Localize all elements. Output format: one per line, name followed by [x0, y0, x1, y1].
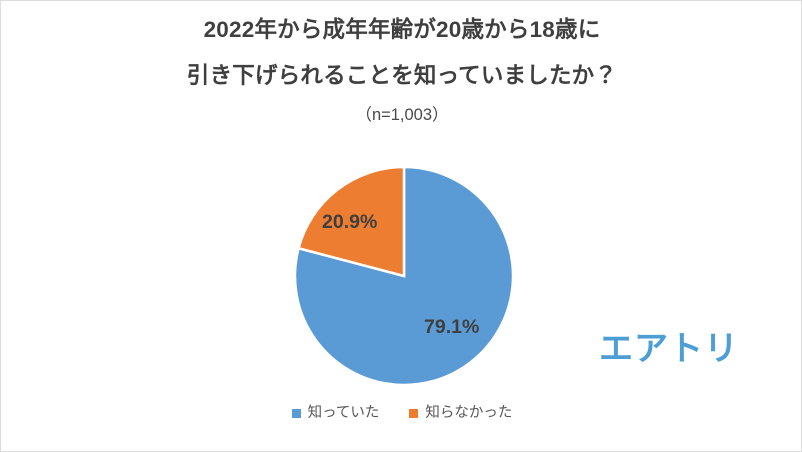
sample-size-subtitle: （n=1,003） — [355, 106, 449, 124]
brand-logo[interactable]: エアトリ — [599, 330, 739, 368]
page-title-line-2: 引き下げられることを知っていましたか？ — [186, 62, 618, 88]
pie-label-did-not-know: 20.9% — [322, 211, 378, 233]
pie-chart: 20.9% 79.1% — [294, 166, 514, 386]
page-title-line-1: 2022年から成年年齢が20歳から18歳に — [203, 17, 601, 42]
legend-label-did-not-know: 知らなかった — [425, 405, 513, 421]
legend-swatch-blue-icon — [291, 408, 301, 418]
chart-legend: 知っていた 知らなかった — [1, 405, 801, 421]
pie-label-knew: 79.1% — [424, 316, 480, 338]
legend-label-knew: 知っていた — [307, 405, 380, 421]
legend-item-knew[interactable]: 知っていた — [291, 405, 380, 421]
pie-chart-svg — [294, 166, 514, 386]
pie-slice-did-not-know[interactable] — [297, 166, 406, 278]
legend-swatch-orange-icon — [409, 408, 419, 418]
legend-item-did-not-know[interactable]: 知らなかった — [409, 406, 512, 421]
chart-title-block: 2022年から成年年齢が20歳から18歳に 引き下げられることを知っていましたか… — [1, 17, 801, 124]
